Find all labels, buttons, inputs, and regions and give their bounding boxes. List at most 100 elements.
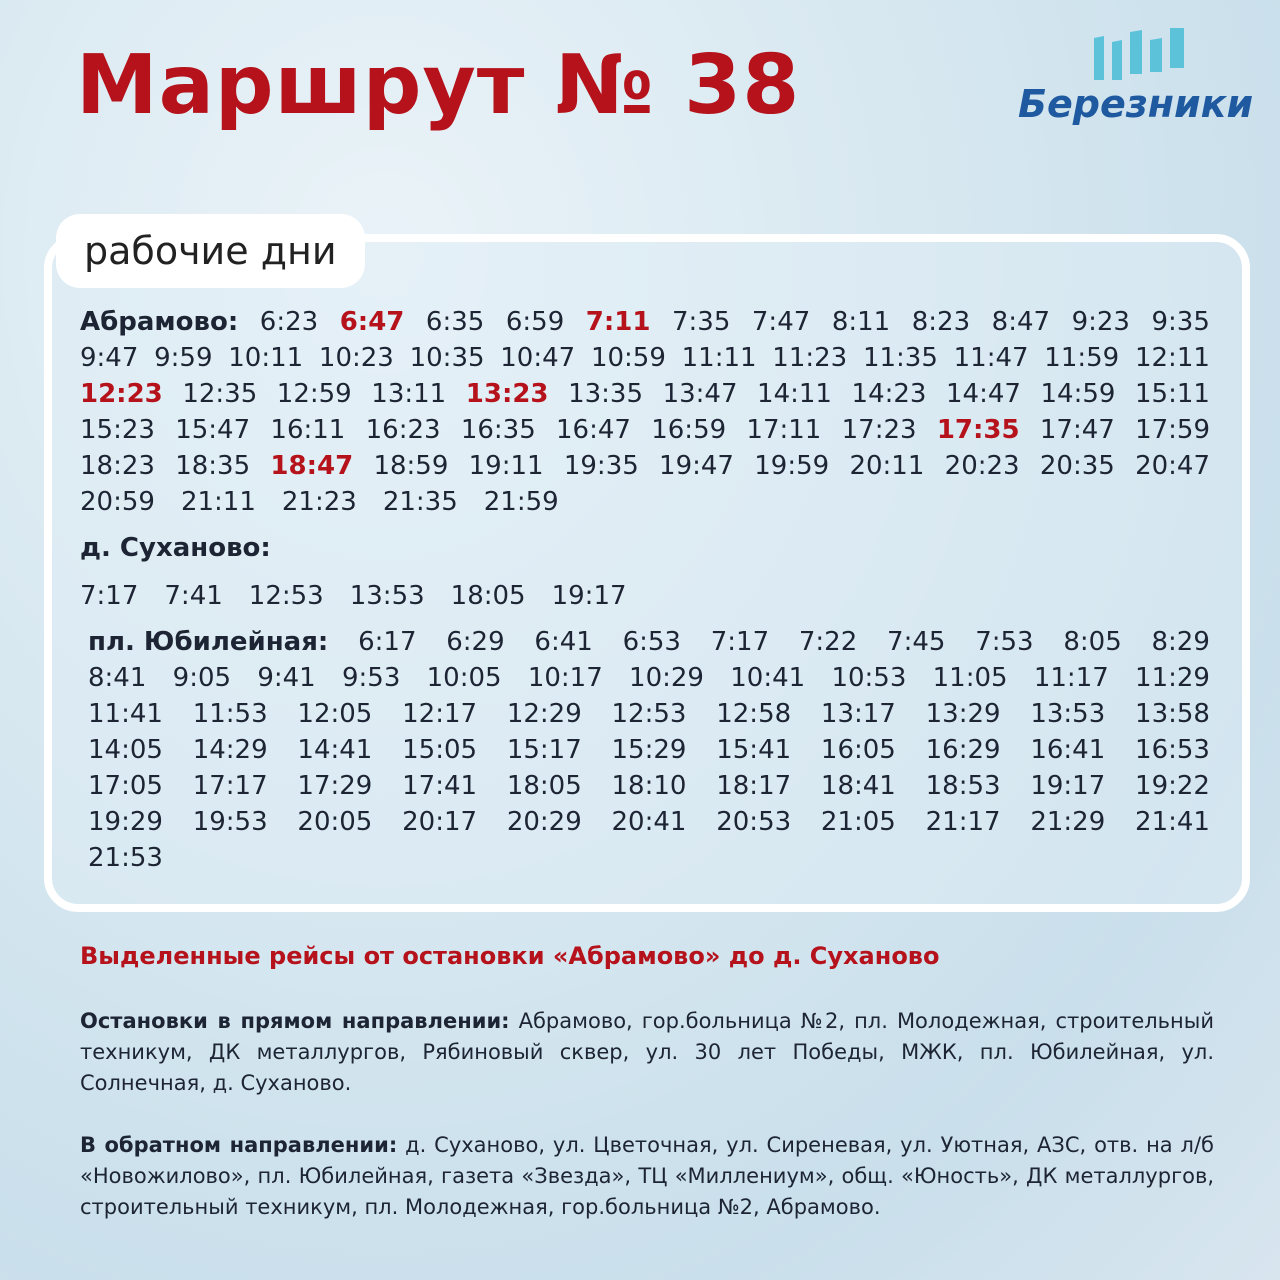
time-row: 12:23 12:35 12:59 13:11 13:23 13:35 13:47 14:11… bbox=[80, 376, 1210, 412]
departure-time: 20:41 bbox=[611, 807, 687, 837]
time-row: 11:41 11:53 12:05 12:17 12:29 12:53 12:58 13:17… bbox=[80, 696, 1210, 732]
departure-time: 6:23 bbox=[259, 307, 319, 337]
departure-time: 13:23 bbox=[465, 379, 549, 409]
departure-time: 7:17 bbox=[710, 627, 770, 657]
departure-time: 13:35 bbox=[568, 379, 644, 409]
departure-time: 14:23 bbox=[851, 379, 927, 409]
departure-time: 17:23 bbox=[841, 415, 917, 445]
time-row: 20:59 21:11 21:23 21:35 21:59 bbox=[80, 484, 1210, 520]
departure-time: 9:23 bbox=[1071, 307, 1130, 337]
time-row: пл. Юбилейная: 6:17 6:29 6:41 6:53 7:17 7:22 7:… bbox=[80, 624, 1210, 660]
departure-time: 10:05 bbox=[426, 663, 502, 693]
departure-time: 17:59 bbox=[1135, 415, 1210, 445]
schedule-panel bbox=[44, 234, 1250, 912]
departure-time: 14:47 bbox=[946, 379, 1021, 409]
departure-time: 6:35 bbox=[425, 307, 485, 337]
departure-time: 6:41 bbox=[534, 627, 593, 657]
departure-time: 15:47 bbox=[175, 415, 251, 445]
departure-time: 16:35 bbox=[460, 415, 536, 445]
departure-time: 13:11 bbox=[371, 379, 447, 409]
departure-time: 10:47 bbox=[500, 343, 576, 373]
time-row: 15:23 15:47 16:11 16:23 16:35 16:47 16:59 17:11… bbox=[80, 412, 1210, 448]
departure-time: 21:29 bbox=[1030, 807, 1106, 837]
departure-time: 15:17 bbox=[506, 735, 582, 765]
departure-time: 9:59 bbox=[154, 343, 213, 373]
departure-time: 18:05 bbox=[506, 771, 582, 801]
departure-time: 9:35 bbox=[1151, 307, 1210, 337]
departure-time: 16:11 bbox=[270, 415, 346, 445]
departure-time: 12:59 bbox=[276, 379, 352, 409]
departure-time: 19:29 bbox=[88, 807, 163, 837]
departure-time: 19:22 bbox=[1135, 771, 1210, 801]
departure-time: 12:29 bbox=[506, 699, 582, 729]
departure-time: 20:23 bbox=[944, 451, 1020, 481]
title: Маршрут № 38 bbox=[76, 38, 801, 133]
departure-time: 16:29 bbox=[925, 735, 1001, 765]
departure-time: 16:23 bbox=[365, 415, 441, 445]
stops: Абрамово: 6:23 6:47 6:35 6:59 7:11 7:35 7:47 8:1… bbox=[80, 304, 1210, 886]
time-row: 14:05 14:29 14:41 15:05 15:17 15:29 15:41 16:05… bbox=[80, 732, 1210, 768]
departure-time: 17:47 bbox=[1039, 415, 1115, 445]
departure-time: 13:29 bbox=[925, 699, 1001, 729]
departure-time: 14:59 bbox=[1040, 379, 1116, 409]
departure-time: 11:53 bbox=[192, 699, 268, 729]
departure-time: 8:05 bbox=[1063, 627, 1122, 657]
departure-time: 13:53 bbox=[349, 581, 425, 611]
departure-time: 20:53 bbox=[716, 807, 792, 837]
departure-time: 12:35 bbox=[182, 379, 258, 409]
departure-time: 14:41 bbox=[297, 735, 373, 765]
departure-time: 19:59 bbox=[754, 451, 830, 481]
directions: Остановки в прямом направлении: Абрамово… bbox=[80, 1006, 1214, 1254]
departure-time: 7:17 bbox=[80, 581, 139, 611]
departure-time: 7:35 bbox=[671, 307, 731, 337]
departure-time: 10:23 bbox=[318, 343, 394, 373]
note: Выделенные рейсы от остановки «Абрамово»… bbox=[80, 942, 940, 970]
departure-time: 18:47 bbox=[270, 451, 354, 481]
departure-time: 20:11 bbox=[849, 451, 925, 481]
departure-time: 17:11 bbox=[746, 415, 822, 445]
departure-time: 7:41 bbox=[164, 581, 223, 611]
day-label: рабочие дни bbox=[56, 214, 365, 288]
direction-text: Абрамово, гор.больница №2, пл. Молодежна… bbox=[80, 1009, 1214, 1095]
departure-time: 17:29 bbox=[297, 771, 373, 801]
departure-time: 11:17 bbox=[1033, 663, 1109, 693]
departure-time: 9:53 bbox=[341, 663, 401, 693]
departure-time: 6:17 bbox=[358, 627, 417, 657]
departure-time: 18:35 bbox=[175, 451, 251, 481]
departure-time: 10:17 bbox=[527, 663, 603, 693]
departure-time: 11:29 bbox=[1135, 663, 1210, 693]
direction-label: В обратном направлении: bbox=[80, 1133, 398, 1157]
stop-name: д. Суханово: bbox=[80, 533, 271, 563]
departure-time: 6:59 bbox=[505, 307, 565, 337]
departure-time: 14:29 bbox=[192, 735, 268, 765]
departure-time: 20:05 bbox=[297, 807, 373, 837]
logo: Березники bbox=[1018, 28, 1253, 128]
departure-time: 19:11 bbox=[468, 451, 544, 481]
stop-name: Абрамово: bbox=[80, 307, 239, 337]
departure-time: 7:45 bbox=[887, 627, 946, 657]
departure-time: 13:47 bbox=[662, 379, 738, 409]
departure-time: 15:41 bbox=[716, 735, 792, 765]
departure-time: 18:53 bbox=[925, 771, 1001, 801]
logo-text: Березники bbox=[1018, 82, 1254, 126]
departure-time: 10:35 bbox=[409, 343, 485, 373]
departure-time: 14:05 bbox=[88, 735, 163, 765]
time-row: 21:53 bbox=[80, 840, 1210, 876]
departure-time: 7:22 bbox=[798, 627, 858, 657]
departure-time: 19:47 bbox=[659, 451, 734, 481]
departure-time: 17:35 bbox=[936, 415, 1020, 445]
departure-time: 10:29 bbox=[629, 663, 704, 693]
departure-time: 21:11 bbox=[180, 487, 256, 517]
departure-time: 14:11 bbox=[757, 379, 832, 409]
departure-time: 21:41 bbox=[1135, 807, 1210, 837]
departure-time: 13:17 bbox=[820, 699, 896, 729]
departure-time: 8:23 bbox=[911, 307, 971, 337]
departure-time: 20:17 bbox=[402, 807, 478, 837]
departure-time: 12:11 bbox=[1134, 343, 1210, 373]
stop: пл. Юбилейная: 6:17 6:29 6:41 6:53 7:17 7:22 7:… bbox=[80, 624, 1210, 876]
departure-time: 18:10 bbox=[611, 771, 687, 801]
departure-time: 12:53 bbox=[248, 581, 324, 611]
departure-time: 15:23 bbox=[80, 415, 155, 445]
departure-time: 12:05 bbox=[297, 699, 373, 729]
